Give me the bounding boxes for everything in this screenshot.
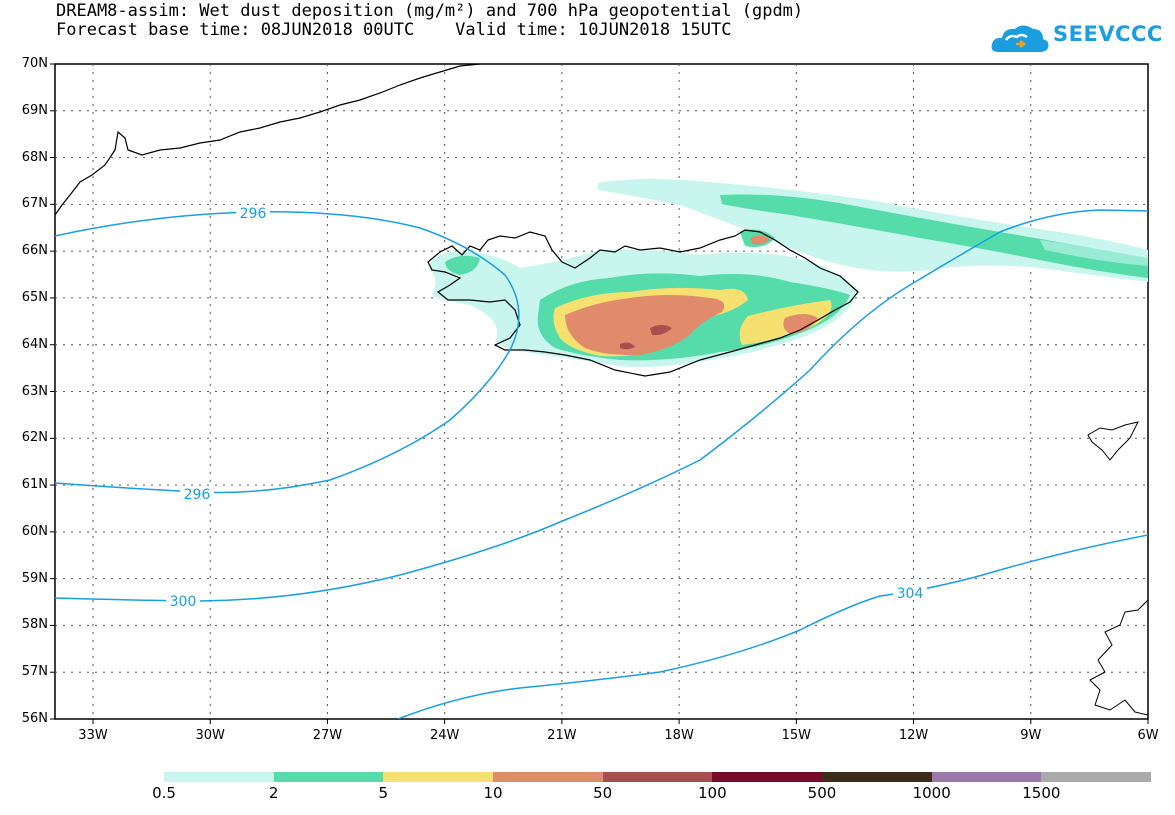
legend-swatch <box>931 772 1042 782</box>
lat-label: 60N <box>21 523 48 539</box>
lon-label: 9W <box>1020 728 1042 743</box>
lat-label: 65N <box>21 289 48 305</box>
map-title: DREAM8-assim: Wet dust deposition (mg/m²… <box>56 1 804 21</box>
legend-swatch <box>712 772 823 782</box>
legend-tick-label: 500 <box>807 784 837 802</box>
lat-label: 63N <box>21 383 48 399</box>
logo-text: SEEVCCC <box>1053 22 1163 46</box>
lon-label: 6W <box>1137 728 1159 743</box>
legend-tick-label: 1500 <box>1022 784 1061 802</box>
legend-swatch <box>273 772 384 782</box>
lat-label: 70N <box>21 56 48 71</box>
lat-label: 62N <box>21 430 48 446</box>
legend-tick-label: 50 <box>593 784 613 802</box>
iceland-coastline <box>427 229 859 377</box>
scotland-coastline <box>1089 599 1148 716</box>
legend-swatch <box>383 772 494 782</box>
contour-label-300: 300 <box>170 594 197 610</box>
legend-tick-label: 100 <box>698 784 727 802</box>
dust-plume-northeast <box>598 179 1148 282</box>
faroe-coastline <box>1087 421 1139 461</box>
contour-label-304: 304 <box>897 586 924 602</box>
lat-label: 57N <box>21 664 48 680</box>
lat-label: 56N <box>21 711 48 726</box>
legend-swatch <box>822 772 932 782</box>
dust-field-iceland <box>430 229 858 367</box>
axis-ticks <box>50 63 1149 724</box>
map-subtitle: Forecast base time: 08JUN2018 00UTC Vali… <box>56 20 732 40</box>
legend-swatch <box>164 772 274 782</box>
lon-label: 30W <box>195 728 225 743</box>
lon-label: 27W <box>312 728 343 743</box>
lon-label: 15W <box>781 728 812 743</box>
legend-tick-label: 0.5 <box>152 784 176 802</box>
gridlines <box>55 64 1148 719</box>
contour-label-296b: 296 <box>184 487 211 503</box>
lon-label: 18W <box>664 728 694 743</box>
lat-label: 58N <box>21 617 48 633</box>
legend-tick-label: 2 <box>268 784 279 802</box>
lon-label: 33W <box>78 728 108 743</box>
legend-tick-label: 10 <box>483 784 503 802</box>
lat-label: 66N <box>21 243 48 259</box>
legend-tick-label: 1000 <box>912 784 951 802</box>
lon-label: 21W <box>547 728 577 743</box>
legend-swatch <box>602 772 713 782</box>
cloud-logo-icon <box>991 25 1049 52</box>
lon-label: 24W <box>429 728 460 743</box>
map-frame <box>54 63 1149 720</box>
legend-swatch <box>493 772 603 782</box>
lat-label: 61N <box>21 477 48 493</box>
lat-label: 68N <box>21 149 48 165</box>
greenland-coastline <box>55 64 481 216</box>
lon-label: 12W <box>898 728 929 743</box>
contour-label-296a: 296 <box>240 206 267 222</box>
lat-label: 64N <box>21 336 48 352</box>
lat-label: 69N <box>21 102 48 118</box>
legend-swatch <box>1041 772 1152 782</box>
legend-tick-label: 5 <box>378 784 389 802</box>
color-legend <box>164 772 1152 782</box>
lat-label: 59N <box>21 570 48 586</box>
lat-label: 67N <box>21 196 48 212</box>
